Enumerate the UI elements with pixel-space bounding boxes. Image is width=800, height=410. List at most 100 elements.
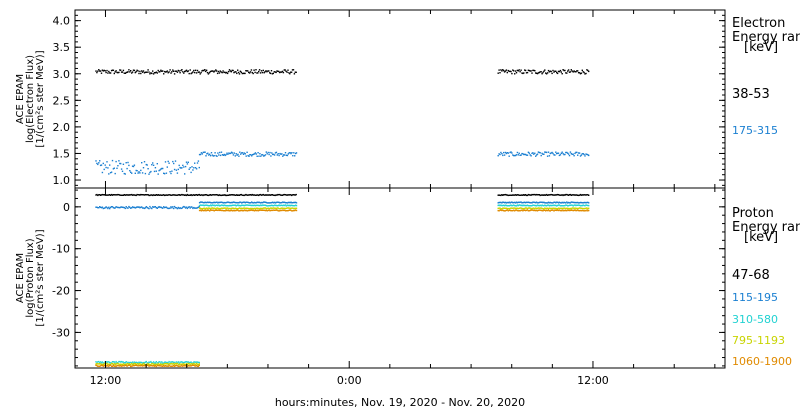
data-point: [561, 209, 563, 211]
data-point: [162, 167, 164, 170]
data-point: [549, 70, 551, 72]
data-point: [246, 201, 248, 203]
data-point: [557, 207, 560, 209]
data-point: [578, 207, 581, 209]
data-point: [228, 205, 230, 207]
data-point: [129, 170, 131, 172]
data-point: [524, 153, 527, 156]
data-point: [120, 363, 123, 366]
data-point: [513, 154, 515, 157]
data-point: [201, 153, 203, 155]
data-point: [271, 207, 273, 209]
data-point: [118, 360, 120, 363]
data-point: [122, 206, 125, 209]
data-point: [568, 208, 571, 210]
data-point: [522, 208, 524, 210]
data-point: [190, 72, 192, 75]
data-point: [571, 204, 573, 206]
data-point: [269, 210, 271, 212]
data-point: [123, 362, 125, 364]
data-point: [234, 71, 236, 73]
data-point: [224, 202, 226, 204]
data-point: [257, 72, 259, 74]
data-point: [158, 194, 160, 196]
data-point: [569, 202, 572, 204]
data-point: [506, 194, 508, 196]
data-point: [191, 364, 193, 367]
data-point: [534, 193, 536, 196]
data-point: [288, 204, 290, 206]
data-point: [562, 69, 564, 71]
data-point: [547, 208, 550, 210]
data-point: [260, 194, 263, 196]
data-point: [221, 204, 224, 206]
data-point: [256, 155, 258, 157]
data-point: [541, 204, 543, 206]
data-point: [238, 202, 240, 204]
data-point: [567, 153, 570, 155]
data-point: [504, 210, 507, 212]
data-point: [216, 194, 219, 196]
data-point: [277, 204, 279, 207]
data-point: [225, 209, 227, 211]
data-point: [203, 202, 205, 204]
data-point: [552, 207, 554, 209]
data-point: [173, 194, 176, 196]
data-point: [187, 161, 189, 163]
data-point: [509, 209, 511, 212]
data-point: [207, 201, 209, 203]
data-point: [147, 194, 149, 196]
data-point: [213, 201, 215, 203]
data-point: [192, 364, 194, 366]
data-point: [580, 201, 583, 204]
data-point: [163, 194, 165, 196]
data-point: [276, 205, 278, 207]
data-point: [255, 209, 257, 212]
data-point: [518, 152, 520, 154]
data-point: [139, 363, 141, 365]
data-point: [542, 208, 544, 210]
data-point: [139, 361, 141, 364]
data-point: [234, 204, 236, 206]
data-point: [136, 193, 138, 196]
data-point: [144, 364, 147, 367]
data-point: [538, 201, 540, 204]
data-point: [230, 204, 232, 207]
data-point: [110, 171, 113, 173]
data-point: [223, 204, 225, 206]
data-point: [190, 171, 192, 174]
data-point: [265, 207, 267, 210]
data-point: [503, 205, 506, 207]
data-point: [581, 209, 583, 212]
data-point: [267, 194, 269, 196]
data-point: [278, 210, 280, 212]
data-point: [124, 207, 126, 210]
data-point: [106, 194, 108, 196]
data-point: [545, 207, 548, 210]
data-point: [504, 151, 507, 154]
data-point: [179, 194, 181, 196]
data-point: [524, 209, 527, 212]
data-point: [530, 201, 532, 204]
data-point: [218, 154, 220, 156]
data-point: [556, 201, 558, 203]
data-point: [284, 210, 287, 212]
data-point: [232, 201, 235, 203]
data-point: [95, 160, 97, 162]
data-point: [150, 194, 152, 196]
data-point: [497, 204, 499, 207]
data-point: [102, 363, 104, 366]
data-point: [160, 69, 162, 71]
data-point: [146, 71, 148, 73]
data-point: [556, 208, 559, 210]
data-point: [567, 194, 569, 196]
data-point: [552, 209, 554, 211]
data-point: [116, 71, 118, 74]
data-point: [194, 194, 197, 196]
data-point: [193, 194, 195, 196]
data-point: [225, 72, 227, 74]
x-tick-label: 12:00: [90, 374, 122, 387]
data-point: [567, 69, 570, 71]
data-point: [507, 210, 509, 212]
data-point: [556, 152, 559, 154]
